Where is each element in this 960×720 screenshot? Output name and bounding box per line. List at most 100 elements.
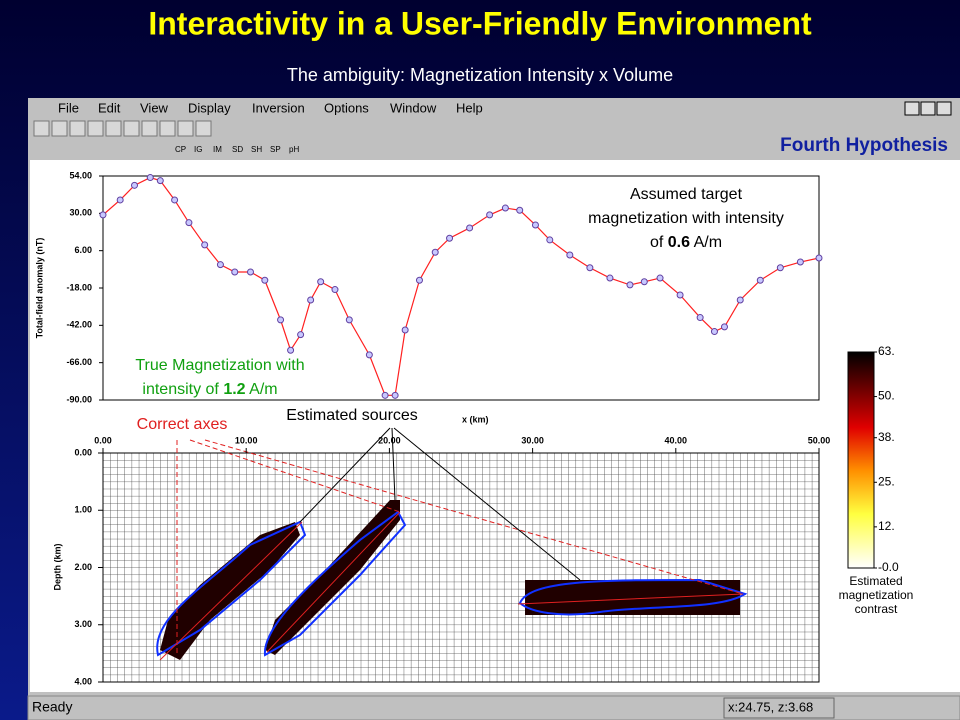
y-tick-label: 54.00 [69,170,92,180]
tool-label[interactable]: CP [175,145,186,154]
menu-item[interactable]: Options [324,100,369,115]
note-line: Assumed target [630,186,743,203]
depth-label: Depth (km) [52,543,62,590]
observation [446,234,454,242]
coords: x:24.75, z:3.68 [728,699,813,714]
colorbar-tick: 63. [878,344,895,358]
observation [466,224,474,232]
menu-item[interactable]: Window [390,100,437,115]
assumed-note: Assumed target magnetization with intensi… [588,186,784,251]
observation [131,181,139,189]
outline [518,578,748,616]
tool-button[interactable] [177,120,194,137]
x-tick-label: 0.00 [94,435,112,445]
observation [431,248,439,256]
observation [246,268,254,276]
status: Ready [32,699,72,715]
menu-bar: File Edit View Display Inversion Options Windo… [58,100,483,115]
note-value: 0.6 [668,234,690,251]
y-tick-label: -90.00 [66,394,92,404]
menu-item[interactable]: Help [456,100,483,115]
observation [796,258,804,266]
menu-item[interactable]: File [58,100,79,115]
observation [317,278,325,286]
title: Interactivity in a User-Friendly Environ… [148,5,812,41]
x-tick-label: 10.00 [235,435,258,445]
tool-label[interactable]: SP [270,145,281,154]
note-line: of [650,234,668,251]
y-label: Total-field anomaly (nT) [34,238,44,339]
observation [331,286,339,294]
tool-label[interactable]: IG [194,145,202,154]
observation [365,351,373,359]
observation [720,323,728,331]
tool-button[interactable] [123,120,140,137]
source-body [265,500,400,655]
z-tick-label: 0.00 [74,447,92,457]
tool-button[interactable] [195,120,212,137]
tool-button[interactable] [105,120,122,137]
observation [606,274,614,282]
x-tick-label: 30.00 [521,435,544,445]
colorbar-text: contrast [855,602,898,616]
observation [566,251,574,259]
y-tick-label: -42.00 [66,320,92,330]
tool-button[interactable] [159,120,176,137]
note-line: True Magnetization with [135,357,304,374]
y-tick-label: 6.00 [74,245,92,255]
observation [381,391,389,399]
tool-label[interactable]: SD [232,145,243,154]
menu-item[interactable]: View [140,100,169,115]
tool-button[interactable] [141,120,158,137]
y-tick-label: -66.00 [66,357,92,367]
observation [501,204,509,212]
colorbar-tick: 12. [878,519,895,533]
observation [676,291,684,299]
tool-label[interactable]: pH [289,145,299,154]
observation [531,221,539,229]
tool-label[interactable]: SH [251,145,262,154]
observation [640,278,648,286]
observation [815,254,823,262]
z-tick-label: 3.00 [74,619,92,629]
tool-label[interactable]: IM [213,145,222,154]
tool-button[interactable] [33,120,50,137]
x-tick-label: 40.00 [665,435,688,445]
menu-item[interactable]: Display [188,100,231,115]
subtitle: The ambiguity: Magnetization Intensity x… [287,65,673,85]
true-note: True Magnetization with intensity of 1.2 … [135,357,304,398]
observation [99,211,107,219]
tool-button[interactable] [69,120,86,137]
observation [656,274,664,282]
observation [401,326,409,334]
pointers [299,427,581,581]
menu-item[interactable]: Edit [98,100,121,115]
menu-item[interactable]: Inversion [252,100,305,115]
note-value: 1.2 [223,381,245,398]
observation [171,196,179,204]
x-tick-label: 50.00 [808,435,831,445]
close[interactable] [936,101,952,116]
outline [156,520,307,657]
mesh [102,452,820,683]
outline [263,510,407,657]
axes [159,439,744,661]
colorbar [847,351,875,569]
observation [626,281,634,289]
observation [736,296,744,304]
tool-button[interactable] [51,120,68,137]
observation [201,241,209,249]
observation [546,236,554,244]
status-bar [27,695,960,720]
maximize[interactable] [920,101,936,116]
note-line: magnetization with intensity [588,210,784,227]
toolbar: CP IG IM SD SH SP pH [33,120,299,154]
observation [516,206,524,214]
tool-button[interactable] [87,120,104,137]
hypothesis: Fourth Hypothesis [780,135,948,156]
observation [586,264,594,272]
observation [415,276,423,284]
minimize[interactable] [904,101,920,116]
